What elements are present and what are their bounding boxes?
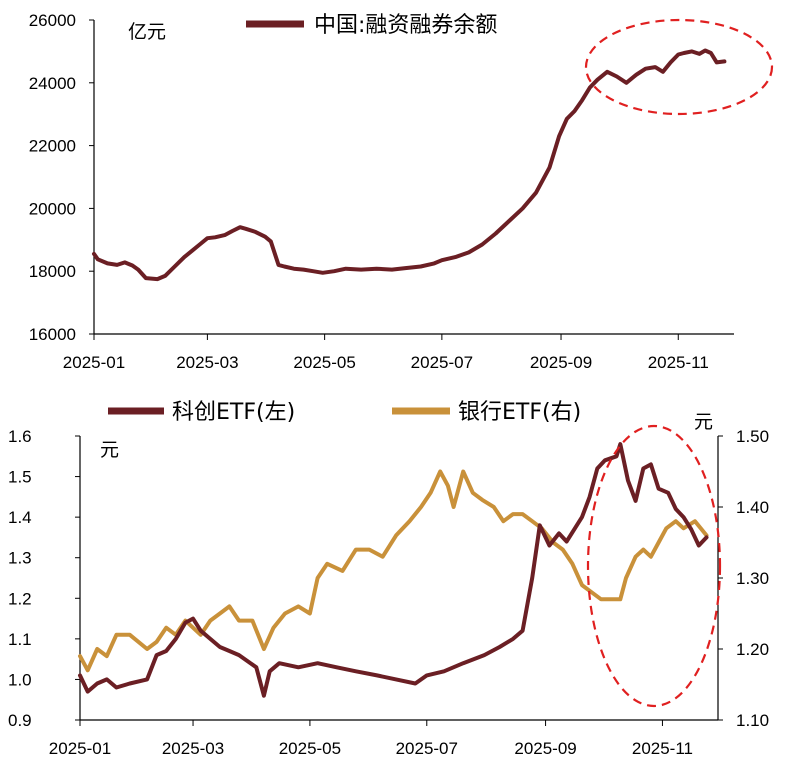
top-legend-label: 中国:融资融券余额 — [314, 13, 497, 38]
bottom-x-tick-label: 2025-11 — [632, 739, 693, 758]
bottom-left-y-tick-label: 1.5 — [8, 468, 32, 487]
top-y-tick-label: 24000 — [29, 74, 76, 93]
bottom-x-tick-label: 2025-05 — [279, 739, 341, 758]
bottom-annotation-ellipse — [586, 424, 722, 708]
top-y-tick-label: 22000 — [29, 137, 76, 156]
bottom-x-tick-label: 2025-01 — [49, 739, 111, 758]
bottom-legend-label-kechuang: 科创ETF(左) — [172, 400, 295, 425]
top-x-tick-label: 2025-01 — [63, 353, 125, 372]
top-series-line — [92, 48, 727, 282]
bottom-x-tick-label: 2025-07 — [396, 739, 458, 758]
bottom-right-unit-label: 元 — [694, 411, 713, 433]
bottom-series-line-kechuang — [78, 442, 709, 698]
bottom-right-y-tick-label: 1.30 — [736, 569, 769, 588]
bottom-left-unit-label: 元 — [100, 439, 119, 461]
bottom-left-y-tick-label: 1.2 — [8, 589, 32, 608]
top-x-tick-label: 2025-07 — [411, 353, 473, 372]
bottom-left-y-tick-label: 1.3 — [8, 549, 32, 568]
top-x-tick-label: 2025-11 — [648, 353, 709, 372]
top-x-tick-label: 2025-03 — [176, 353, 238, 372]
top-y-tick-label: 18000 — [29, 262, 76, 281]
bottom-right-y-tick-label: 1.50 — [736, 427, 769, 446]
bottom-right-y-tick-label: 1.10 — [736, 711, 769, 730]
bottom-right-y-tick-label: 1.20 — [736, 640, 769, 659]
bottom-right-y-tick-label: 1.40 — [736, 498, 769, 517]
bottom-left-y-tick-label: 0.9 — [8, 711, 32, 730]
bottom-left-y-tick-label: 1.6 — [8, 427, 32, 446]
bottom-x-tick-label: 2025-09 — [514, 739, 576, 758]
bottom-legend-label-bank: 银行ETF(右) — [458, 400, 581, 425]
top-unit-label: 亿元 — [128, 21, 166, 43]
top-x-tick-label: 2025-09 — [530, 353, 592, 372]
bottom-left-y-tick-label: 1.4 — [8, 508, 32, 527]
top-x-tick-label: 2025-05 — [293, 353, 355, 372]
bottom-left-y-tick-label: 1.1 — [8, 630, 32, 649]
bottom-left-y-tick-label: 1.0 — [8, 670, 32, 689]
top-y-tick-label: 26000 — [29, 11, 76, 30]
bottom-x-tick-label: 2025-03 — [162, 739, 224, 758]
top-y-tick-label: 20000 — [29, 199, 76, 218]
top-y-tick-label: 16000 — [29, 325, 76, 344]
top-annotation-ellipse — [584, 18, 774, 116]
